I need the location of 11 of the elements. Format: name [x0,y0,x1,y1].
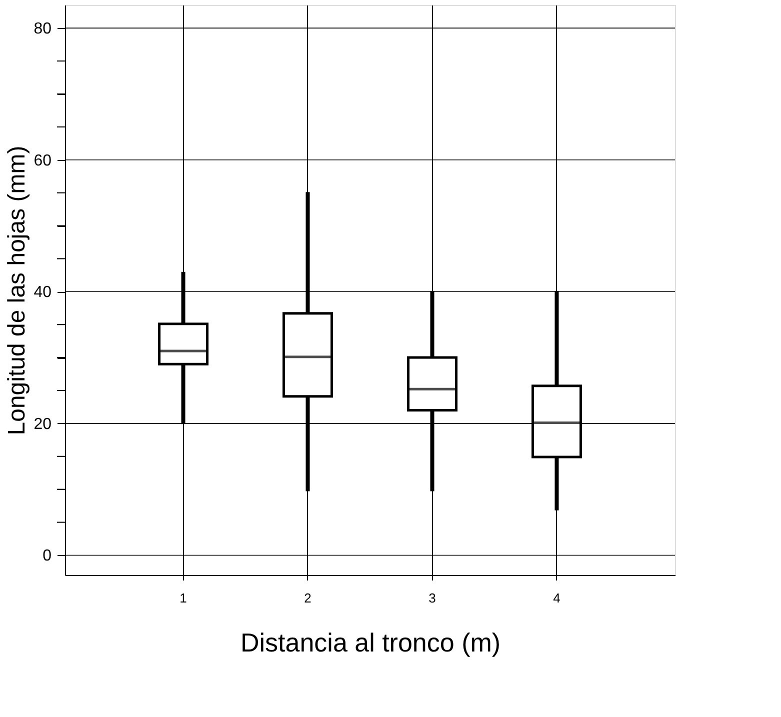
y-tick-label: 80 [34,20,52,38]
x-tick-label: 1 [180,590,187,606]
x-tick-label: 2 [304,590,312,606]
y-tick-label: 60 [34,152,52,170]
y-axis-title: Longitud de las hojas (mm) [4,146,31,436]
y-tick-label: 0 [42,548,52,565]
x-tick-label: 4 [553,590,560,606]
x-axis-title: Distancia al tronco (m) [240,628,501,658]
y-tick-label: 20 [34,416,52,433]
y-tick-label: 40 [34,284,52,302]
x-tick-label: 3 [428,590,436,606]
